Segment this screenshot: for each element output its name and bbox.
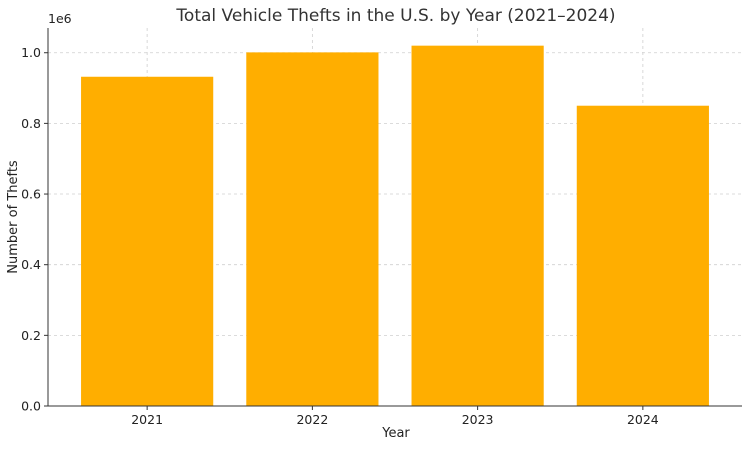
y-tick-label: 0.2 <box>21 328 41 343</box>
x-tick-label: 2023 <box>462 412 494 427</box>
bar-2021 <box>81 76 214 406</box>
x-tick-label: 2024 <box>627 412 659 427</box>
y-axis-label: Number of Thefts <box>6 160 21 274</box>
chart-title: Total Vehicle Thefts in the U.S. by Year… <box>175 6 615 26</box>
y-tick-label: 1.0 <box>21 45 41 60</box>
y-tick-label: 0.4 <box>21 257 41 272</box>
ticks-layer: 0.0 0.2 0.4 0.6 0.8 1.0 2021 2022 2023 2024 <box>21 45 659 427</box>
y-axis-offset-label: 1e6 <box>48 11 72 26</box>
bar-2024 <box>576 105 709 406</box>
x-tick-label: 2022 <box>296 412 328 427</box>
bar-2022 <box>246 52 379 406</box>
y-tick-label: 0.0 <box>21 399 41 414</box>
y-tick-label: 0.8 <box>21 116 41 131</box>
x-axis-label: Year <box>381 426 410 441</box>
bar-2023 <box>411 45 544 407</box>
x-tick-label: 2021 <box>131 412 163 427</box>
bars-layer <box>81 45 709 407</box>
y-tick-label: 0.6 <box>21 187 41 202</box>
axes-layer <box>47 28 742 407</box>
